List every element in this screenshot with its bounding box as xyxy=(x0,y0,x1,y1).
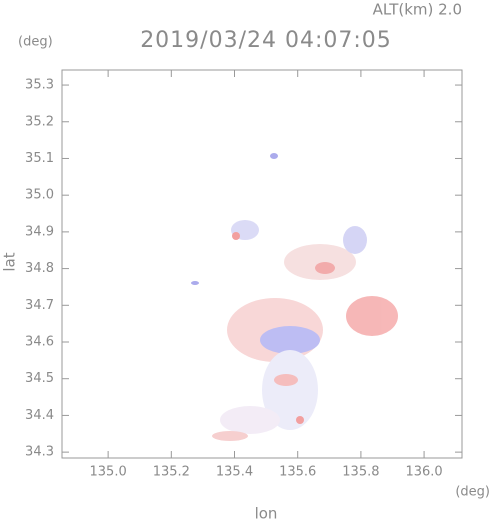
y-tick-label: 34.5 xyxy=(25,371,54,386)
x-unit: (deg) xyxy=(455,485,490,500)
y-tick-label: 34.6 xyxy=(25,335,54,350)
x-tick-label: 135.8 xyxy=(342,465,379,480)
x-tick-label: 135.0 xyxy=(90,465,127,480)
x-tick-label: 136.0 xyxy=(405,465,442,480)
y-tick-label: 34.4 xyxy=(25,408,54,423)
y-tick-label: 35.3 xyxy=(25,78,54,93)
y-tick-label: 34.3 xyxy=(25,445,54,460)
x-tick-label: 135.2 xyxy=(153,465,190,480)
radar-echo xyxy=(191,153,398,441)
y-tick-label: 35.2 xyxy=(25,114,54,129)
y-axis-label: lat xyxy=(1,252,19,271)
y-tick-label: 35.0 xyxy=(25,188,54,203)
x-tick-label: 135.4 xyxy=(216,465,253,480)
y-unit: (deg) xyxy=(18,35,53,50)
chart-title: 2019/03/24 04:07:05 xyxy=(140,28,392,53)
x-tick-label: 135.6 xyxy=(279,465,316,480)
altitude-label: ALT(km) 2.0 xyxy=(373,1,462,19)
y-tick-label: 34.7 xyxy=(25,298,54,313)
y-tick-label: 34.8 xyxy=(25,261,54,276)
plot-frame xyxy=(61,69,463,459)
y-tick-label: 34.9 xyxy=(25,224,54,239)
y-tick-label: 35.1 xyxy=(25,151,54,166)
x-axis-label: lon xyxy=(255,505,278,521)
